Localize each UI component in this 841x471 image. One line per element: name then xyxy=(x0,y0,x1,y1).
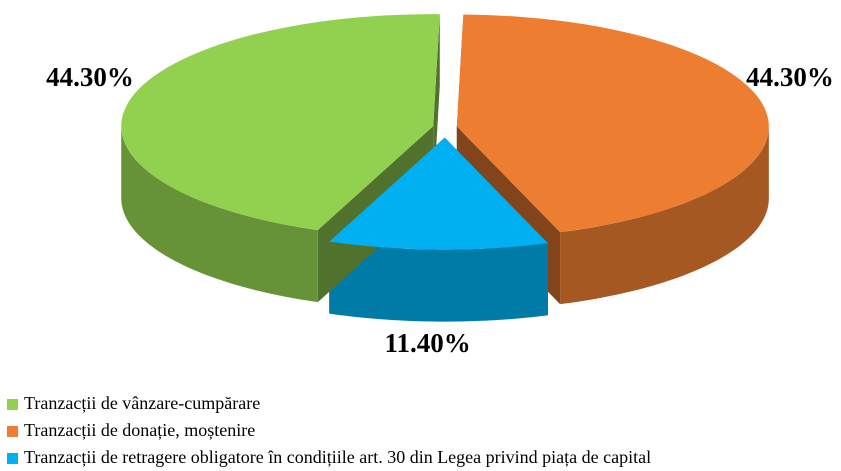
value-label: 11.40% xyxy=(384,328,470,358)
legend-label: Tranzacții de vânzare-cumpărare xyxy=(24,393,260,413)
slice xyxy=(121,14,440,231)
legend-label: Tranzacții de donație, moștenire xyxy=(24,420,255,440)
value-label: 44.30% xyxy=(46,62,134,92)
legend-label: Tranzacții de retragere obligatore în co… xyxy=(24,447,651,467)
slice xyxy=(329,137,548,250)
value-label: 44.30% xyxy=(746,62,834,92)
legend-swatch xyxy=(7,399,18,410)
slice-side xyxy=(560,126,769,305)
slice-side xyxy=(121,126,318,303)
legend-swatch xyxy=(7,426,18,437)
slice xyxy=(456,14,769,233)
legend-swatch xyxy=(7,453,18,464)
slice-side xyxy=(329,241,548,322)
